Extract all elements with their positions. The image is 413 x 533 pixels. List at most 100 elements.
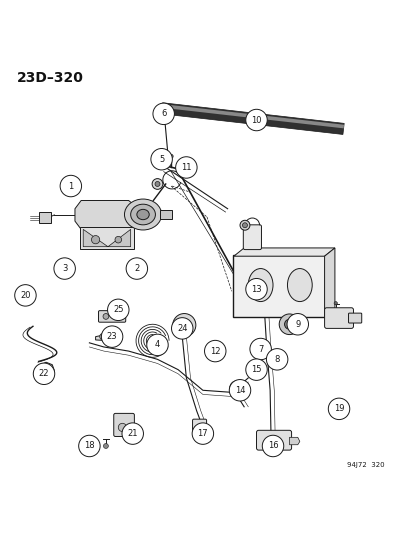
FancyBboxPatch shape	[243, 225, 261, 249]
Circle shape	[284, 319, 294, 329]
Circle shape	[169, 154, 173, 158]
FancyBboxPatch shape	[256, 430, 291, 450]
Text: 25: 25	[113, 305, 123, 314]
Circle shape	[101, 326, 123, 348]
Text: 17: 17	[197, 429, 208, 438]
Circle shape	[266, 349, 287, 370]
FancyBboxPatch shape	[80, 227, 133, 249]
Circle shape	[54, 258, 75, 279]
Circle shape	[255, 347, 261, 353]
Text: 94J72  320: 94J72 320	[346, 462, 384, 468]
FancyBboxPatch shape	[114, 414, 134, 437]
Text: 5: 5	[159, 155, 164, 164]
Circle shape	[242, 223, 247, 228]
FancyBboxPatch shape	[39, 212, 51, 223]
Polygon shape	[75, 200, 139, 229]
Polygon shape	[95, 334, 116, 341]
Text: 3: 3	[62, 264, 67, 273]
Text: 23: 23	[107, 332, 117, 341]
Circle shape	[245, 359, 267, 381]
Circle shape	[192, 423, 213, 445]
Circle shape	[91, 236, 100, 244]
Circle shape	[204, 341, 225, 362]
Circle shape	[292, 319, 302, 328]
Text: 24: 24	[177, 324, 187, 333]
Circle shape	[272, 355, 279, 361]
Polygon shape	[324, 248, 334, 316]
Text: 14: 14	[234, 386, 244, 395]
Circle shape	[233, 385, 240, 392]
Text: 10: 10	[251, 116, 261, 125]
Circle shape	[33, 363, 55, 384]
Circle shape	[152, 179, 162, 189]
Text: 15: 15	[251, 365, 261, 374]
Polygon shape	[269, 351, 282, 366]
Circle shape	[286, 313, 308, 335]
Circle shape	[118, 423, 126, 432]
Circle shape	[103, 313, 109, 319]
Circle shape	[172, 313, 195, 337]
Polygon shape	[108, 229, 131, 247]
Circle shape	[126, 258, 147, 279]
Text: 4: 4	[154, 341, 160, 350]
Circle shape	[178, 320, 189, 330]
FancyBboxPatch shape	[159, 211, 171, 219]
Polygon shape	[161, 104, 343, 128]
Polygon shape	[233, 248, 334, 256]
Circle shape	[89, 448, 93, 452]
Circle shape	[175, 157, 197, 178]
Circle shape	[133, 265, 141, 273]
Circle shape	[206, 347, 219, 359]
Circle shape	[229, 379, 250, 401]
Polygon shape	[33, 362, 54, 379]
Ellipse shape	[248, 269, 272, 302]
Text: 23D–320: 23D–320	[17, 70, 84, 85]
Text: 1: 1	[68, 182, 73, 190]
FancyBboxPatch shape	[192, 419, 206, 431]
Text: 19: 19	[333, 405, 344, 414]
FancyBboxPatch shape	[348, 313, 361, 323]
Circle shape	[100, 333, 106, 340]
Text: 9: 9	[294, 320, 300, 329]
Polygon shape	[83, 229, 108, 247]
Circle shape	[103, 443, 108, 448]
Circle shape	[146, 334, 168, 356]
Circle shape	[107, 299, 129, 320]
Circle shape	[62, 268, 67, 272]
Circle shape	[245, 278, 267, 300]
Ellipse shape	[131, 204, 155, 225]
Circle shape	[229, 381, 244, 395]
Circle shape	[60, 175, 81, 197]
Text: 7: 7	[257, 344, 263, 353]
Polygon shape	[161, 103, 343, 134]
FancyBboxPatch shape	[233, 255, 325, 317]
Circle shape	[122, 423, 143, 445]
Ellipse shape	[124, 199, 161, 230]
Text: 16: 16	[267, 441, 278, 450]
Circle shape	[15, 285, 36, 306]
Circle shape	[288, 314, 306, 333]
Text: 12: 12	[209, 346, 220, 356]
Circle shape	[262, 435, 283, 457]
Circle shape	[245, 109, 267, 131]
Text: 18: 18	[84, 441, 95, 450]
Circle shape	[249, 338, 271, 360]
Circle shape	[78, 435, 100, 457]
Circle shape	[152, 103, 174, 125]
Circle shape	[115, 236, 121, 243]
Text: 11: 11	[180, 163, 191, 172]
Polygon shape	[289, 437, 299, 445]
Text: 21: 21	[127, 429, 138, 438]
Text: 22: 22	[39, 369, 49, 378]
Circle shape	[333, 302, 337, 305]
Text: 6: 6	[161, 109, 166, 118]
Text: 13: 13	[251, 285, 261, 294]
Ellipse shape	[287, 269, 311, 302]
Circle shape	[181, 322, 186, 328]
Ellipse shape	[137, 209, 149, 220]
Text: 20: 20	[20, 291, 31, 300]
Circle shape	[150, 149, 172, 170]
Circle shape	[171, 318, 192, 339]
Circle shape	[159, 103, 167, 112]
Circle shape	[328, 398, 349, 419]
